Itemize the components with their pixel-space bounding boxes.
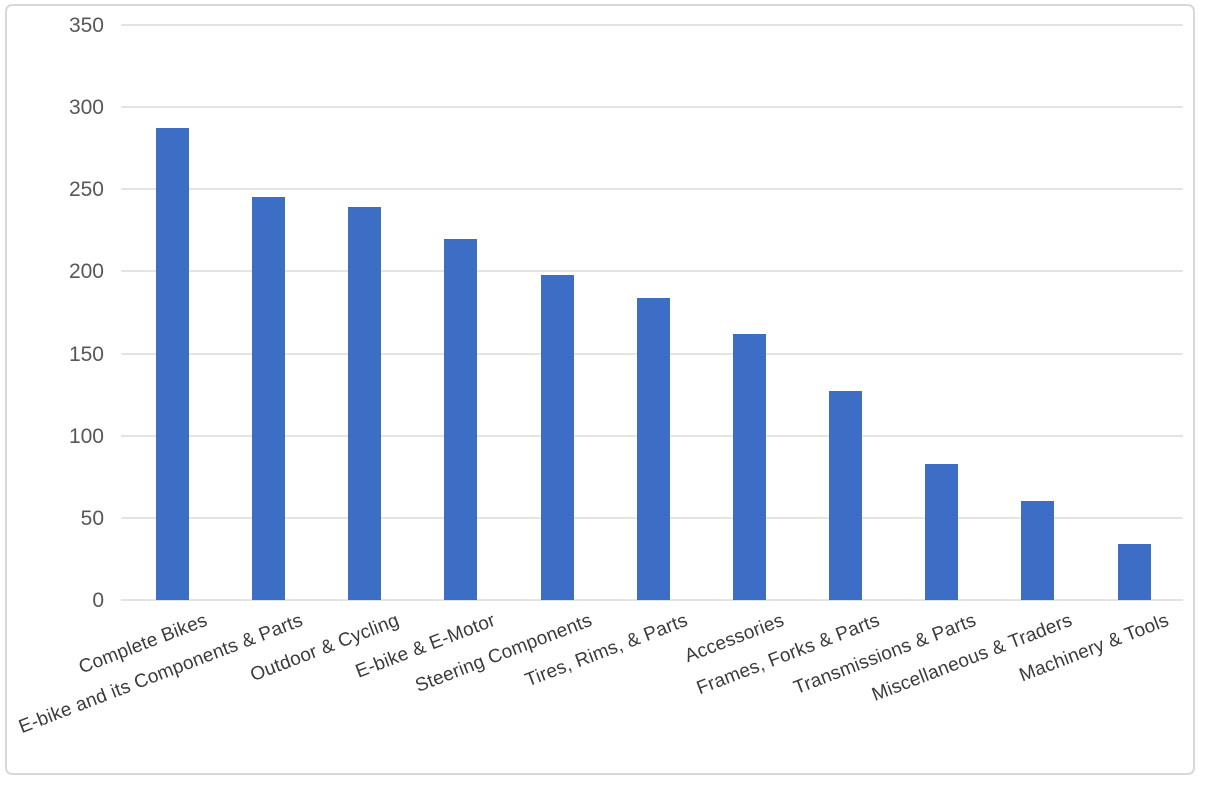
y-axis-tick-label: 150 [68,342,104,366]
bar-outdoor-cycling [348,207,382,600]
y-gridline [121,23,1183,26]
y-gridline [121,106,1183,109]
bar-frames-forks-parts [829,391,863,600]
y-axis-tick-label: 250 [68,178,104,202]
bar-steering-components [540,274,574,600]
y-axis-tick-label: 100 [68,424,104,448]
y-gridline [121,270,1183,273]
bar-complete-bikes [156,128,189,600]
y-axis-tick-label: 300 [68,96,104,120]
y-axis-tick-label: 0 [92,589,104,612]
y-axis-tick-label: 50 [80,506,104,530]
bar-transmissions-parts [925,463,959,600]
y-gridline [121,599,1183,601]
bar-miscellaneous-traders [1021,501,1055,600]
x-axis-category-label: Tires, Rims, & Parts [522,610,691,692]
y-axis-tick-label: 200 [68,260,104,284]
bar-machinery-tools [1117,544,1151,600]
bar-e-bike-e-motor [444,238,478,600]
bar-tires-rims-parts [636,297,670,600]
bar-e-bike-and-its-components-parts [252,197,286,600]
bar-accessories [732,333,766,600]
chart-frame [5,4,1195,775]
y-axis-tick-label: 350 [68,13,104,37]
y-gridline [121,188,1183,191]
